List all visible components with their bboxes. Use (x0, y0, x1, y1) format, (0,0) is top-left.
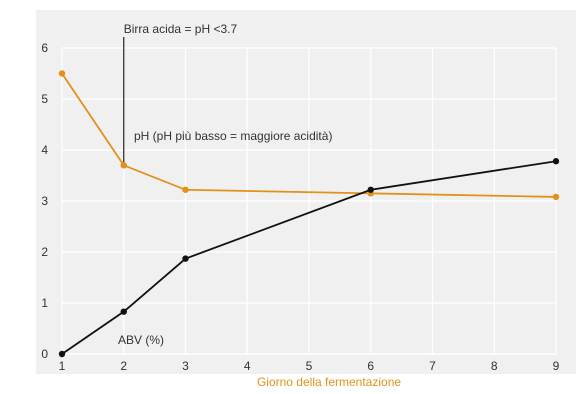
x-tick-label: 9 (553, 359, 560, 373)
annotation-label: Birra acida = pH <3.7 (124, 22, 238, 36)
x-tick-labels: 1 2 3 4 5 6 7 8 9 (59, 359, 560, 373)
x-axis-label: Giorno della fermentazione (257, 375, 401, 389)
y-tick-label: 0 (41, 347, 48, 361)
x-tick-label: 7 (429, 359, 436, 373)
x-tick-label: 6 (367, 359, 374, 373)
x-tick-label: 4 (244, 359, 251, 373)
data-point (367, 186, 374, 193)
annotation: Birra acida = pH <3.7 (123, 22, 238, 166)
data-point (182, 186, 189, 193)
data-point (552, 158, 560, 165)
series-group (58, 70, 560, 358)
y-tick-label: 1 (41, 296, 48, 310)
data-point (182, 255, 189, 262)
y-tick-label: 3 (41, 194, 48, 208)
y-tick-label: 2 (41, 245, 48, 259)
x-tick-label: 3 (182, 359, 189, 373)
y-tick-label: 5 (41, 92, 48, 106)
x-tick-label: 5 (306, 359, 313, 373)
data-point (58, 350, 66, 358)
x-tick-label: 8 (491, 359, 498, 373)
y-tick-label: 6 (41, 41, 48, 55)
data-point (552, 193, 560, 201)
data-point (120, 308, 127, 315)
y-tick-label: 4 (41, 143, 48, 157)
x-tick-label: 2 (120, 359, 127, 373)
data-point (120, 162, 127, 169)
series-label-abv: ABV (%) (118, 333, 164, 347)
gridlines (61, 47, 557, 355)
x-tick-label: 1 (59, 359, 66, 373)
series-label-ph: pH (pH più basso = maggiore acidità) (134, 129, 332, 143)
data-point (58, 70, 66, 77)
y-tick-labels: 0 1 2 3 4 5 6 (41, 41, 48, 361)
